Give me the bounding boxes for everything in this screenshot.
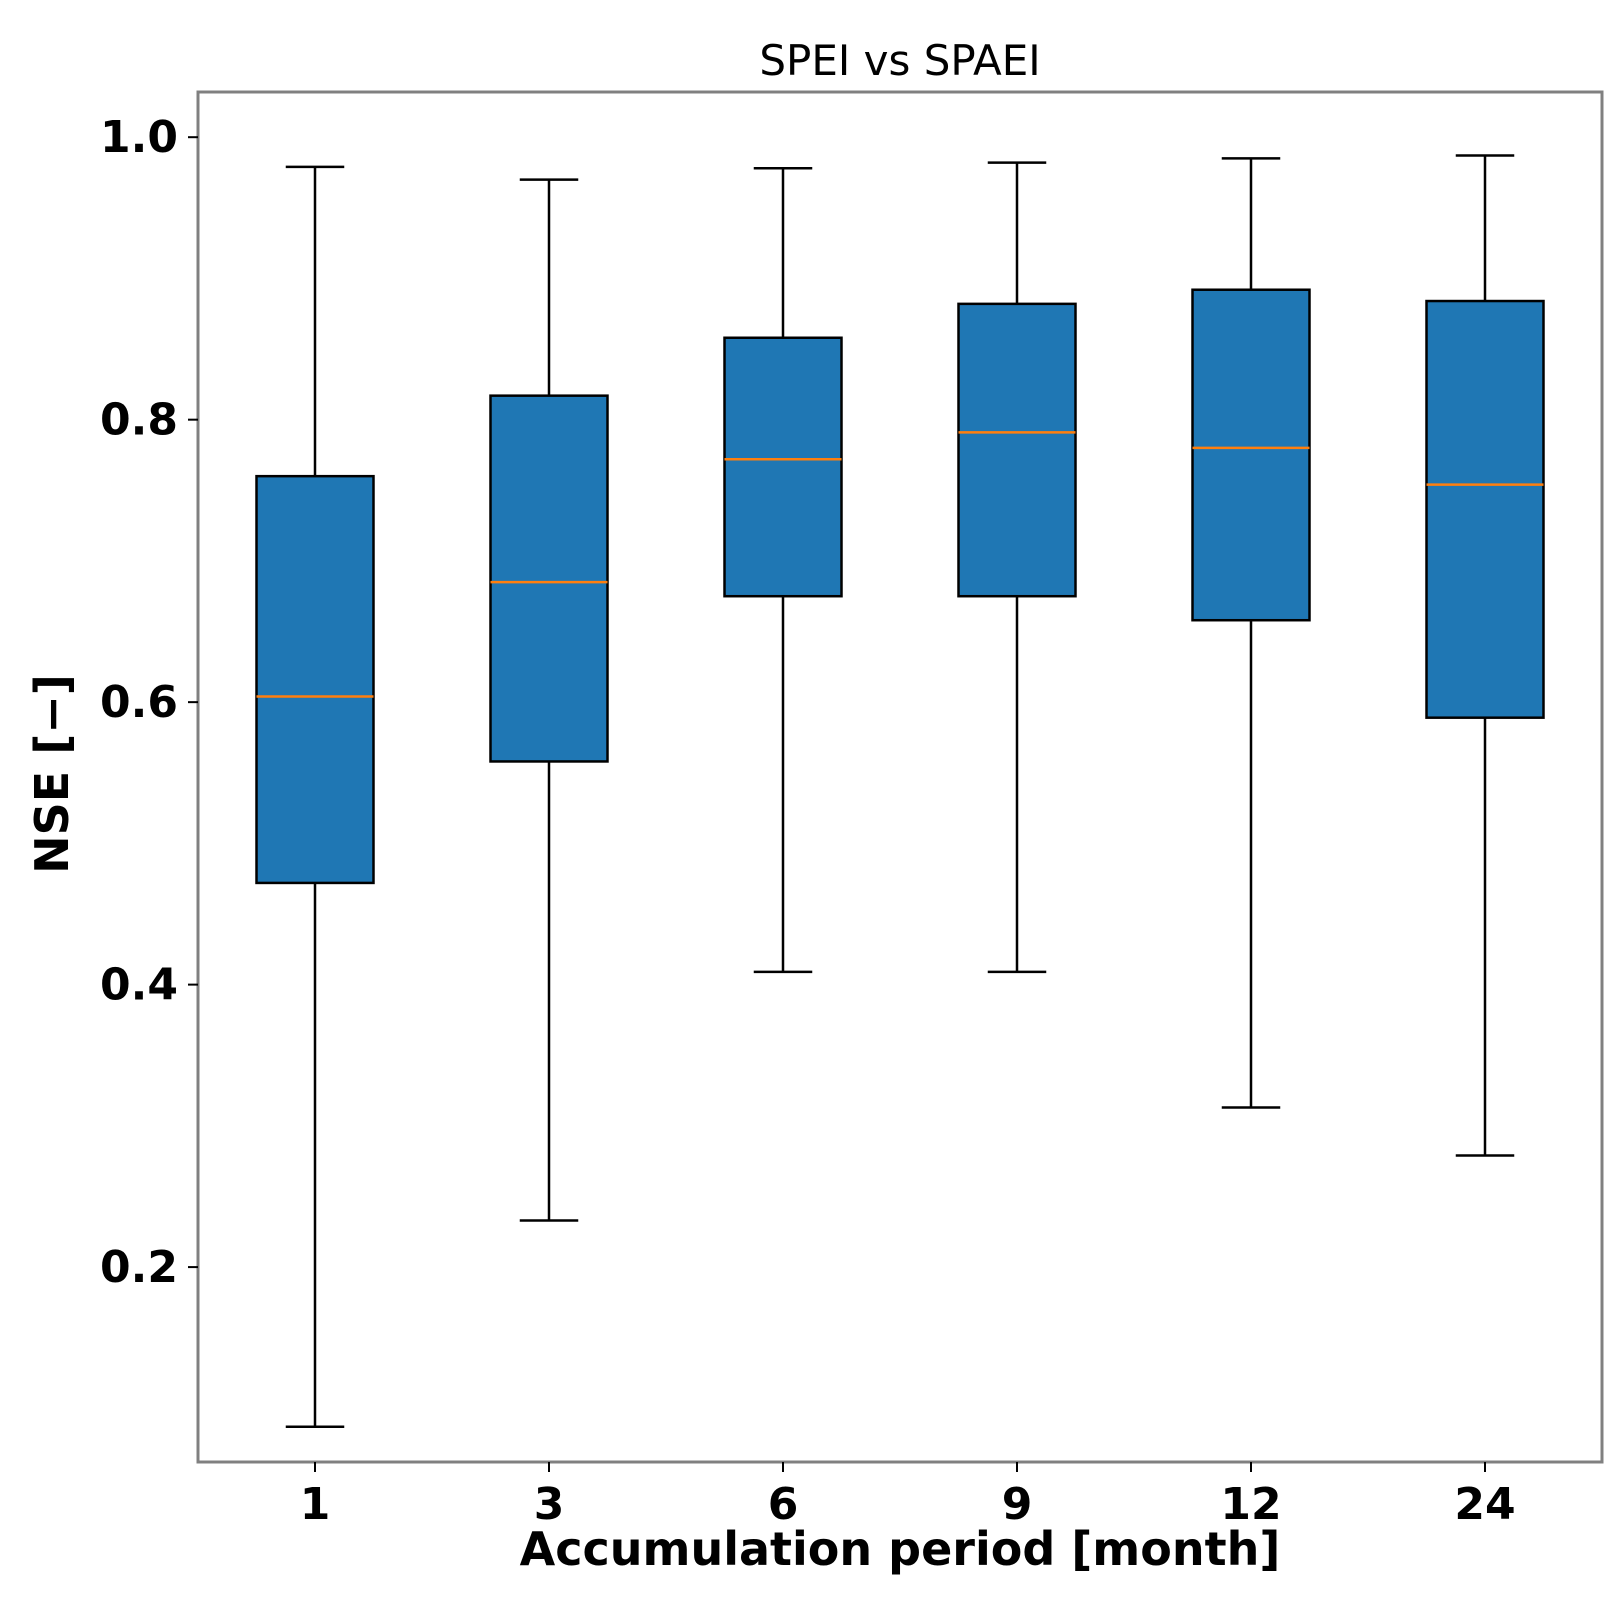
x-tick-label: 12 (1220, 1479, 1281, 1530)
box-iqr (957, 302, 1077, 598)
x-tick-label: 9 (1002, 1479, 1033, 1530)
y-axis: 0.2 0.4 0.6 0.8 1.0 (100, 112, 198, 1293)
y-tick-label: 1.0 (100, 112, 178, 163)
box-1 (255, 165, 375, 1428)
x-axis: 1 3 6 9 12 24 (300, 1462, 1516, 1530)
box-3 (489, 178, 609, 1222)
y-tick-label: 0.6 (100, 677, 178, 728)
box-iqr (489, 394, 609, 763)
y-tick-label: 0.8 (100, 395, 178, 446)
x-tick-label: 3 (534, 1479, 565, 1530)
box-iqr (255, 474, 375, 885)
y-tick-label: 0.4 (100, 960, 178, 1011)
plot-frame (196, 90, 1604, 1464)
box-iqr (723, 336, 843, 598)
y-tick-label: 0.2 (100, 1242, 178, 1293)
box-24 (1425, 154, 1545, 1157)
x-tick-label: 1 (300, 1479, 331, 1530)
y-axis-label: NSE [−] (25, 674, 79, 874)
x-tick-label: 24 (1454, 1479, 1515, 1530)
chart-title: SPEI vs SPAEI (759, 36, 1040, 85)
box-12 (1191, 157, 1311, 1109)
box-iqr (1425, 299, 1545, 719)
boxes-layer (255, 154, 1545, 1428)
box-6 (723, 167, 843, 974)
x-axis-label: Accumulation period [month] (520, 1522, 1281, 1576)
box-iqr (1191, 288, 1311, 622)
x-tick-label: 6 (768, 1479, 799, 1530)
box-9 (957, 161, 1077, 974)
